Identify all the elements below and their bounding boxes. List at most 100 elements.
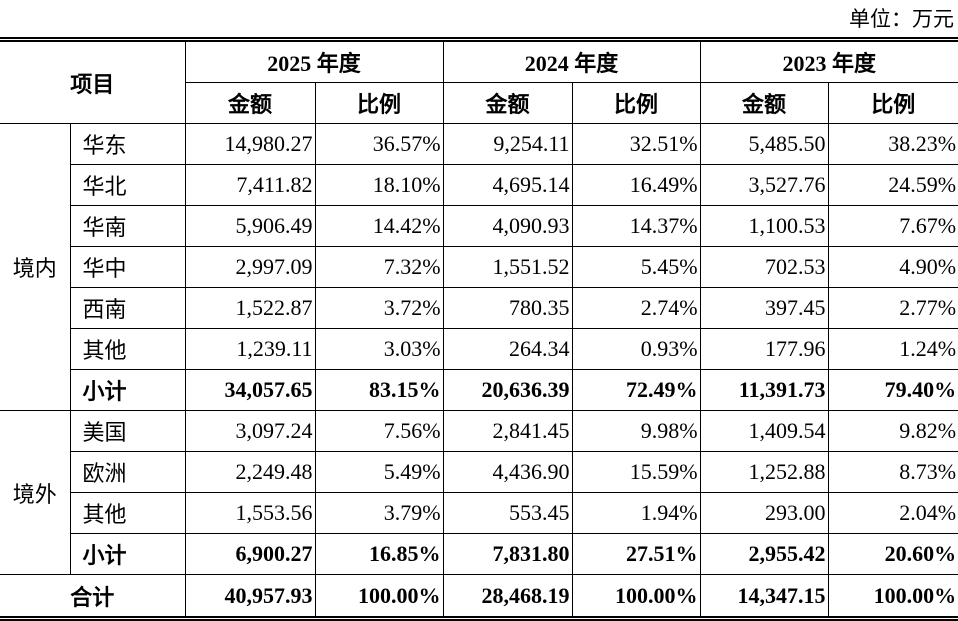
value-cell: 553.45 <box>442 492 573 534</box>
table-row: 境内 华东 14,980.27 36.57% 9,254.11 32.51% 5,485.5… <box>0 123 958 411</box>
value-cell: 4.90% <box>827 246 958 288</box>
value-cell: 20.60% <box>827 533 958 575</box>
table-row: 项目 2025 年度 2024 年度 2023 年度 <box>0 37 958 124</box>
value-cell: 780.35 <box>442 287 573 329</box>
value-cell: 3,097.24 <box>184 410 316 452</box>
value-cell: 34,057.65 <box>184 369 316 411</box>
value-cell: 177.96 <box>699 328 829 370</box>
header-sub: 金额 <box>442 82 573 124</box>
header-sub: 比例 <box>314 82 444 124</box>
table-row: 合计 40,957.93 100.00% 28,468.19 100.00% 14,347… <box>0 574 958 621</box>
value-cell: 72.49% <box>571 369 701 411</box>
table-row: 华北 7,411.82 18.10% 4,695.14 16.49% 3,527.76 24… <box>0 164 958 206</box>
value-cell: 24.59% <box>827 164 958 206</box>
value-cell: 3.72% <box>314 287 444 329</box>
value-cell: 9,254.11 <box>442 123 573 165</box>
value-cell: 3,527.76 <box>699 164 829 206</box>
header-year: 2024 年度 <box>442 37 701 83</box>
data-table: 项目 2025 年度 2024 年度 2023 年度 金额 比例 金额 比例 金额 比例 境内 华东 1… <box>0 37 958 621</box>
value-cell: 1,239.11 <box>184 328 316 370</box>
header-sub: 金额 <box>699 82 829 124</box>
value-cell: 14.37% <box>571 205 701 247</box>
value-cell: 83.15% <box>314 369 444 411</box>
value-cell: 264.34 <box>442 328 573 370</box>
value-cell: 7.32% <box>314 246 444 288</box>
value-cell: 4,090.93 <box>442 205 573 247</box>
row-label: 西南 <box>69 287 186 329</box>
value-cell: 28,468.19 <box>442 574 573 621</box>
value-cell: 79.40% <box>827 369 958 411</box>
value-cell: 7.67% <box>827 205 958 247</box>
row-label: 华中 <box>69 246 186 288</box>
value-cell: 2,841.45 <box>442 410 573 452</box>
value-cell: 36.57% <box>314 123 444 165</box>
value-cell: 8.73% <box>827 451 958 493</box>
value-cell: 11,391.73 <box>699 369 829 411</box>
value-cell: 4,436.90 <box>442 451 573 493</box>
value-cell: 1.94% <box>571 492 701 534</box>
value-cell: 2,955.42 <box>699 533 829 575</box>
value-cell: 100.00% <box>571 574 701 621</box>
value-cell: 5.45% <box>571 246 701 288</box>
value-cell: 2.04% <box>827 492 958 534</box>
value-cell: 1,551.52 <box>442 246 573 288</box>
value-cell: 100.00% <box>314 574 444 621</box>
row-label: 其他 <box>69 492 186 534</box>
value-cell: 16.85% <box>314 533 444 575</box>
value-cell: 6,900.27 <box>184 533 316 575</box>
row-label: 华南 <box>69 205 186 247</box>
table-row: 西南 1,522.87 3.72% 780.35 2.74% 397.45 2.77% <box>0 287 958 329</box>
value-cell: 293.00 <box>699 492 829 534</box>
table-row: 小计 6,900.27 16.85% 7,831.80 27.51% 2,955.42 20… <box>0 533 958 575</box>
header-year: 2023 年度 <box>699 37 958 83</box>
value-cell: 5.49% <box>314 451 444 493</box>
value-cell: 38.23% <box>827 123 958 165</box>
table-row: 其他 1,239.11 3.03% 264.34 0.93% 177.96 1.24% <box>0 328 958 370</box>
header-sub: 比例 <box>827 82 958 124</box>
value-cell: 5,906.49 <box>184 205 316 247</box>
value-cell: 1,553.56 <box>184 492 316 534</box>
value-cell: 27.51% <box>571 533 701 575</box>
row-label: 其他 <box>69 328 186 370</box>
unit-label: 单位：万元 <box>849 7 954 31</box>
total-label: 合计 <box>0 574 186 621</box>
header-year: 2025 年度 <box>184 37 444 83</box>
value-cell: 9.82% <box>827 410 958 452</box>
value-cell: 702.53 <box>699 246 829 288</box>
table-row: 其他 1,553.56 3.79% 553.45 1.94% 293.00 2.04% <box>0 492 958 534</box>
value-cell: 3.03% <box>314 328 444 370</box>
value-cell: 7,411.82 <box>184 164 316 206</box>
table-row: 欧洲 2,249.48 5.49% 4,436.90 15.59% 1,252.88 8.7… <box>0 451 958 493</box>
value-cell: 3.79% <box>314 492 444 534</box>
value-cell: 4,695.14 <box>442 164 573 206</box>
value-cell: 2.77% <box>827 287 958 329</box>
row-label: 华东 <box>69 123 186 165</box>
value-cell: 14,347.15 <box>699 574 829 621</box>
table-row: 华南 5,906.49 14.42% 4,090.93 14.37% 1,100.53 7.… <box>0 205 958 247</box>
value-cell: 16.49% <box>571 164 701 206</box>
value-cell: 1,522.87 <box>184 287 316 329</box>
value-cell: 7.56% <box>314 410 444 452</box>
value-cell: 5,485.50 <box>699 123 829 165</box>
subtotal-label: 小计 <box>69 369 186 411</box>
group-label: 境外 <box>0 410 71 575</box>
value-cell: 14,980.27 <box>184 123 316 165</box>
header-sub: 金额 <box>184 82 316 124</box>
value-cell: 2,249.48 <box>184 451 316 493</box>
header-sub: 比例 <box>571 82 701 124</box>
row-label: 欧洲 <box>69 451 186 493</box>
value-cell: 14.42% <box>314 205 444 247</box>
value-cell: 397.45 <box>699 287 829 329</box>
table-row: 华中 2,997.09 7.32% 1,551.52 5.45% 702.53 4.90% <box>0 246 958 288</box>
value-cell: 32.51% <box>571 123 701 165</box>
header-item: 项目 <box>0 37 186 124</box>
value-cell: 9.98% <box>571 410 701 452</box>
group-label: 境内 <box>0 123 71 411</box>
value-cell: 18.10% <box>314 164 444 206</box>
value-cell: 15.59% <box>571 451 701 493</box>
value-cell: 20,636.39 <box>442 369 573 411</box>
table-row: 境外 美国 3,097.24 7.56% 2,841.45 9.98% 1,409.54 9.… <box>0 410 958 575</box>
value-cell: 0.93% <box>571 328 701 370</box>
value-cell: 1,409.54 <box>699 410 829 452</box>
